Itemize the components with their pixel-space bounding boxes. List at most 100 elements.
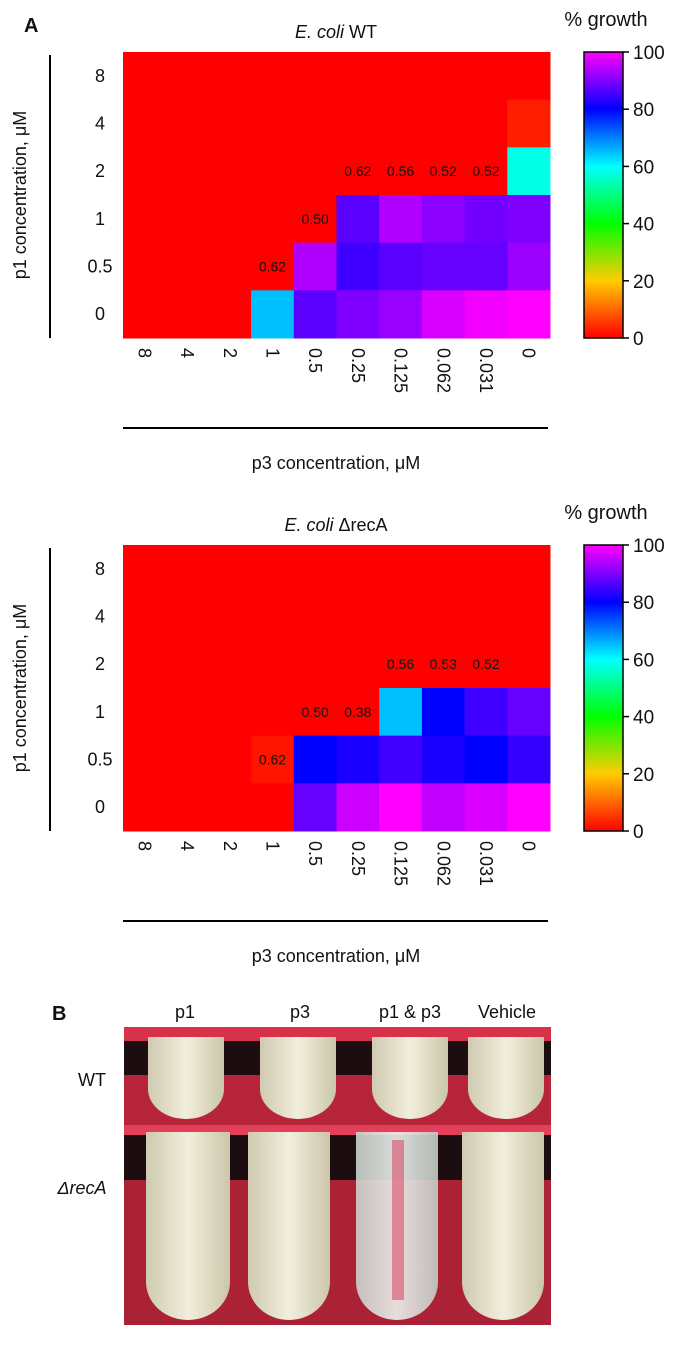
cell-annotation: 0.52 xyxy=(430,163,457,179)
heatmap-cell xyxy=(251,545,295,594)
cell-annotation: 0.56 xyxy=(387,163,414,179)
heatmap-cell xyxy=(123,735,167,784)
heatmap-cell xyxy=(336,688,380,737)
cell-annotation: 0.56 xyxy=(387,656,414,672)
rack-rim xyxy=(124,1125,551,1135)
heatmap-cell xyxy=(123,242,167,291)
heatmap-cell xyxy=(336,640,380,689)
panel-label: A xyxy=(24,15,38,37)
heatmap-cell xyxy=(123,52,167,101)
heatmap-cell xyxy=(208,640,252,689)
y-tick-label: 1 xyxy=(95,702,105,722)
y-tick-label: 2 xyxy=(95,654,105,674)
x-tick-label: 1 xyxy=(262,348,282,358)
heatmap-cell xyxy=(464,52,508,101)
heatmap-cell xyxy=(251,147,295,196)
heatmap-cell xyxy=(123,99,167,148)
heatmap-cell xyxy=(293,290,337,339)
cell-annotation: 0.52 xyxy=(472,656,499,672)
colorbar-tick-label: 60 xyxy=(633,157,654,178)
heatmap-cell xyxy=(421,783,466,832)
y-tick-label: 1 xyxy=(95,209,105,229)
heatmap-cell xyxy=(208,242,252,291)
heatmap-cell xyxy=(379,195,423,244)
heatmap-cell xyxy=(507,195,551,244)
heatmap-cell xyxy=(379,735,423,784)
heatmap-cell xyxy=(208,99,252,148)
x-tick-label: 4 xyxy=(177,348,197,358)
heatmap-cell xyxy=(379,783,423,832)
title-italic: E. coli xyxy=(295,22,345,42)
y-tick-label: 8 xyxy=(95,559,105,579)
heatmap-cell xyxy=(379,99,423,148)
heatmap-cell xyxy=(421,52,466,101)
heatmap-cell xyxy=(251,242,295,291)
heatmap-cell xyxy=(293,147,337,196)
heatmap-cell xyxy=(336,52,380,101)
x-tick-label: 0.25 xyxy=(348,841,368,876)
heatmap-cell xyxy=(208,592,252,641)
x-tick-label: 0.031 xyxy=(476,348,496,393)
x-tick-label: 0.062 xyxy=(433,348,453,393)
colorbar-tick-label: 20 xyxy=(633,272,654,293)
heatmap-cell xyxy=(464,195,508,244)
heatmap-cell xyxy=(421,147,466,196)
cell-annotation: 0.38 xyxy=(344,704,371,720)
heatmap-cell xyxy=(293,688,337,737)
x-tick-label: 0.5 xyxy=(305,841,325,866)
heatmap-cell xyxy=(507,242,551,291)
heatmap-cell xyxy=(165,545,209,594)
heatmap-cell xyxy=(293,592,337,641)
heatmap-cell xyxy=(123,195,167,244)
heatmap-cell xyxy=(507,640,551,689)
heatmap-cell xyxy=(123,147,167,196)
cell-annotation: 0.62 xyxy=(259,259,286,275)
heatmap-cell xyxy=(208,52,252,101)
colorbar-label: % growth xyxy=(564,502,647,524)
rack-reflection xyxy=(392,1140,404,1300)
x-axis-label: p3 concentration, μM xyxy=(252,946,420,966)
heatmap-cell xyxy=(336,147,380,196)
column-label: Vehicle xyxy=(478,1002,536,1022)
heatmap-cell xyxy=(507,688,551,737)
colorbar-tick-label: 0 xyxy=(633,822,644,843)
x-tick-label: 0.125 xyxy=(391,348,411,393)
heatmap-cell xyxy=(507,735,551,784)
heatmap-cell xyxy=(336,99,380,148)
heatmap-cell xyxy=(251,99,295,148)
x-axis-label: p3 concentration, μM xyxy=(252,453,420,473)
tube xyxy=(146,1132,230,1320)
heatmap-cell xyxy=(293,545,337,594)
heatmap-cell xyxy=(293,640,337,689)
y-tick-label: 0 xyxy=(95,797,105,817)
heatmap-cell xyxy=(464,147,508,196)
panel-label: B xyxy=(52,1003,66,1025)
tube xyxy=(372,1037,448,1119)
x-tick-label: 0.5 xyxy=(305,348,325,373)
y-axis-label: p1 concentration, μM xyxy=(10,111,30,279)
heatmap-cell xyxy=(165,688,209,737)
heatmap-cell xyxy=(507,52,551,101)
x-tick-label: 0.031 xyxy=(476,841,496,886)
heatmap-cell xyxy=(379,688,423,737)
tube xyxy=(248,1132,330,1320)
heatmap-cell xyxy=(336,290,380,339)
heatmap-cell xyxy=(507,147,551,196)
heatmap-cell xyxy=(293,242,337,291)
heatmap-cell xyxy=(123,290,167,339)
heatmap-cell xyxy=(251,688,295,737)
heatmap-cell xyxy=(123,640,167,689)
heatmap-cell xyxy=(165,735,209,784)
colorbar-tick-label: 100 xyxy=(633,43,665,64)
cell-annotation: 0.50 xyxy=(302,704,329,720)
heatmap-cell xyxy=(165,290,209,339)
heatmap-cell xyxy=(208,147,252,196)
heatmap-cell xyxy=(421,242,466,291)
heatmap-cell xyxy=(379,592,423,641)
colorbar-tick-label: 100 xyxy=(633,536,665,557)
heatmap-cell xyxy=(507,290,551,339)
heatmap-cell xyxy=(379,52,423,101)
y-tick-label: 2 xyxy=(95,161,105,181)
x-tick-label: 2 xyxy=(220,841,240,851)
